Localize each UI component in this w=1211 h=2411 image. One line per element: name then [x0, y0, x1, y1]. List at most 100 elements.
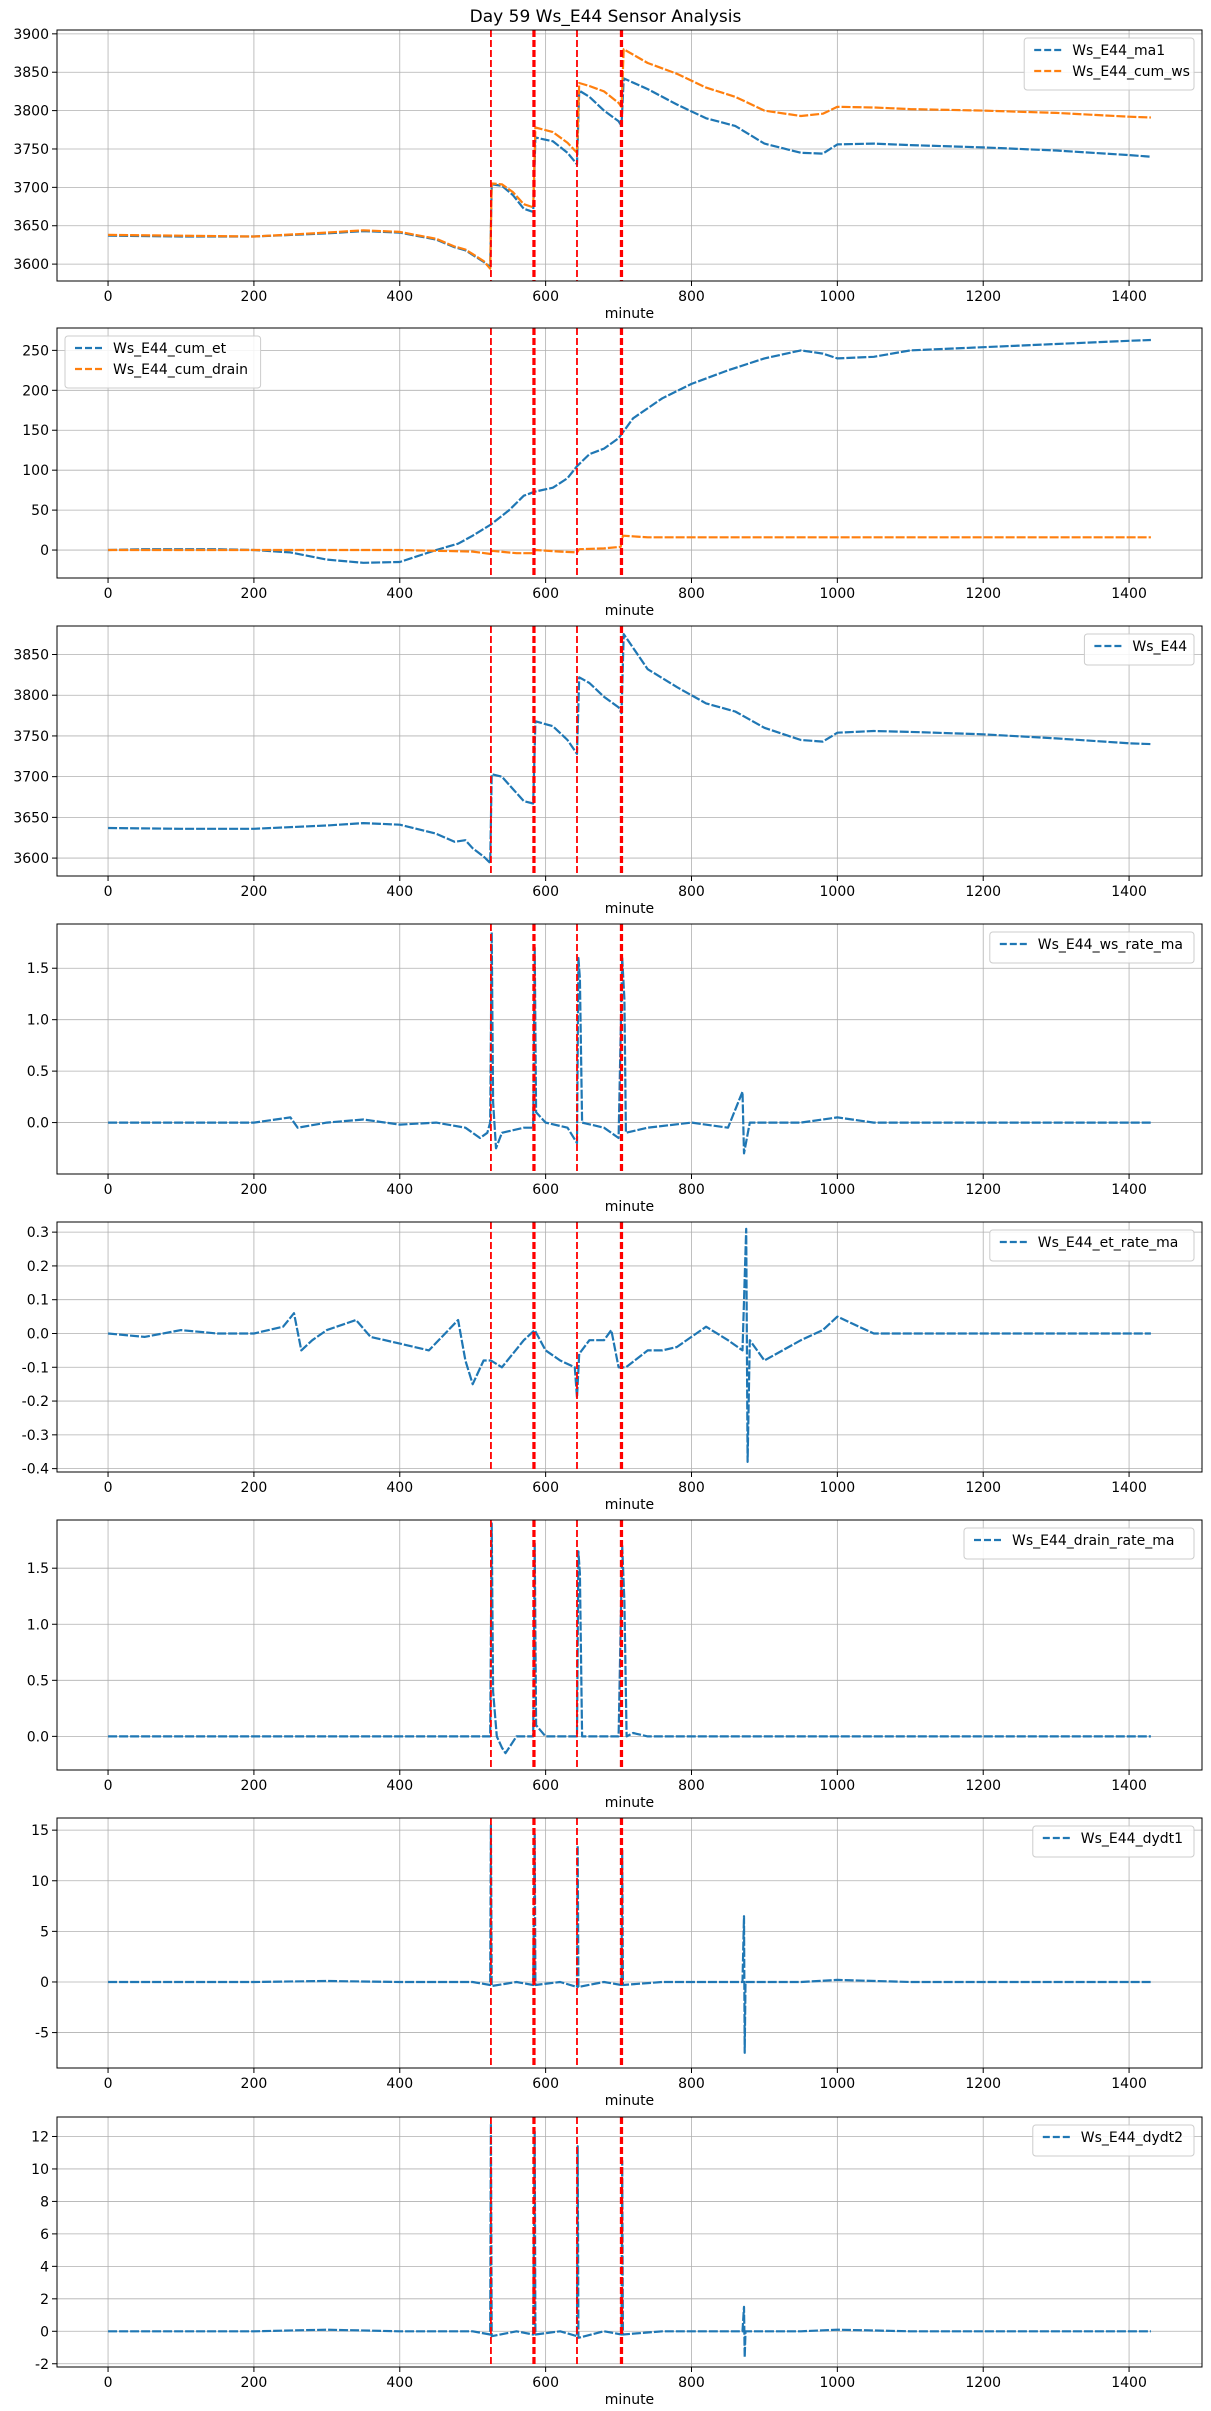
axes-frame — [56, 923, 1203, 1175]
x-tick-label: 200 — [241, 2375, 268, 2391]
legend-box — [963, 1527, 1195, 1560]
axes-frame — [56, 29, 1203, 282]
y-tick-label: 8 — [40, 2194, 49, 2210]
y-tick-label: 3900 — [13, 27, 49, 43]
legend-label: Ws_E44_ma1 — [1072, 43, 1165, 59]
y-tick-label: 1.5 — [27, 1561, 49, 1577]
legend-box — [1032, 2124, 1195, 2157]
x-tick-label: 200 — [241, 884, 268, 900]
legend-label: Ws_E44_ws_rate_ma — [1038, 937, 1183, 953]
x-tick-label: 0 — [104, 289, 113, 305]
x-tick-label: 1000 — [820, 2076, 856, 2092]
x-axis-label: minute — [605, 901, 654, 917]
x-tick-label: 1400 — [1111, 884, 1147, 900]
x-tick-label: 1400 — [1111, 289, 1147, 305]
axes-frame — [56, 327, 1203, 579]
x-axis-label: minute — [605, 306, 654, 322]
y-tick-label: 10 — [31, 1874, 49, 1890]
x-tick-label: 800 — [678, 586, 705, 602]
legend-box — [989, 1229, 1195, 1262]
x-tick-label: 600 — [532, 1480, 559, 1496]
x-tick-label: 1200 — [965, 2375, 1001, 2391]
x-tick-label: 800 — [678, 289, 705, 305]
x-tick-label: 0 — [104, 2375, 113, 2391]
y-tick-label: 0 — [40, 543, 49, 559]
x-tick-label: 1200 — [965, 586, 1001, 602]
x-tick-label: 800 — [678, 1778, 705, 1794]
x-tick-label: 200 — [241, 586, 268, 602]
x-tick-label: 1400 — [1111, 1182, 1147, 1198]
x-tick-label: 600 — [532, 884, 559, 900]
x-tick-label: 1200 — [965, 1182, 1001, 1198]
axes-frame — [56, 1221, 1203, 1473]
y-tick-label: 3700 — [13, 770, 49, 786]
y-tick-label: 0.0 — [27, 1326, 49, 1342]
legend-label: Ws_E44 — [1132, 639, 1187, 655]
axes-frame — [56, 1519, 1203, 1771]
x-axis-label: minute — [605, 2392, 654, 2408]
x-tick-label: 800 — [678, 1480, 705, 1496]
plot-area — [108, 1818, 1151, 2068]
series-line-Ws_E44_et_rate_ma — [107, 1227, 1151, 1463]
y-tick-label: 0.5 — [27, 1673, 49, 1689]
y-tick-label: 3850 — [13, 648, 49, 664]
legend-box — [1032, 1825, 1195, 1858]
x-tick-label: 0 — [104, 1182, 113, 1198]
x-tick-label: 1400 — [1111, 2076, 1147, 2092]
y-tick-label: 1.5 — [27, 961, 49, 977]
x-tick-label: 800 — [678, 1182, 705, 1198]
legend-box — [1083, 633, 1195, 666]
x-axis-label: minute — [605, 1795, 654, 1811]
x-tick-label: 1000 — [820, 289, 856, 305]
y-tick-label: -0.1 — [22, 1360, 49, 1376]
x-tick-label: 0 — [104, 2076, 113, 2092]
y-tick-label: 3800 — [13, 688, 49, 704]
plot-area — [108, 30, 1151, 281]
x-tick-label: 0 — [104, 1480, 113, 1496]
y-tick-label: 3600 — [13, 851, 49, 867]
y-tick-label: 0.1 — [27, 1293, 49, 1309]
x-tick-label: 800 — [678, 884, 705, 900]
plot-area — [108, 924, 1151, 1174]
x-tick-label: 600 — [532, 2076, 559, 2092]
y-tick-label: 3700 — [13, 180, 49, 196]
x-tick-label: 1400 — [1111, 1480, 1147, 1496]
y-tick-label: 0 — [40, 1975, 49, 1991]
legend-box — [1023, 37, 1195, 91]
figure-title: Day 59 Ws_E44 Sensor Analysis — [470, 7, 742, 27]
y-tick-label: 1.0 — [27, 1013, 49, 1029]
y-tick-label: 100 — [22, 463, 49, 479]
y-tick-label: -2 — [35, 2357, 49, 2373]
x-tick-label: 1000 — [820, 586, 856, 602]
legend: Ws_E44_dydt2 — [1032, 2124, 1195, 2157]
y-tick-label: -0.3 — [22, 1428, 49, 1444]
legend-label: Ws_E44_dydt1 — [1081, 1831, 1183, 1847]
x-tick-label: 800 — [678, 2076, 705, 2092]
subplot-8: 0 200 400 600 800 1000 1200 1400 -2 0 2 4 6 8 10 12 minu… — [31, 2116, 1203, 2408]
y-tick-label: 5 — [40, 1924, 49, 1940]
y-tick-label: 50 — [31, 503, 49, 519]
legend: Ws_E44_drain_rate_ma — [963, 1527, 1195, 1560]
legend-box — [64, 335, 262, 389]
legend-label: Ws_E44_cum_drain — [113, 362, 248, 378]
x-tick-label: 0 — [104, 1778, 113, 1794]
legend: Ws_E44_cum_et Ws_E44_cum_drain — [64, 335, 262, 389]
legend: Ws_E44_dydt1 — [1032, 1825, 1195, 1858]
series-line-Ws_E44_dydt2 — [108, 2122, 1151, 2359]
legend: Ws_E44 — [1083, 633, 1195, 666]
y-tick-label: 200 — [22, 383, 49, 399]
x-tick-label: 1400 — [1111, 2375, 1147, 2391]
series-line-Ws_E44_ws_rate_ma — [108, 931, 1151, 1155]
legend: Ws_E44_et_rate_ma — [989, 1229, 1195, 1262]
subplot-7: 0 200 400 600 800 1000 1200 1400 -5 0 5 10 15 minute W… — [31, 1817, 1203, 2109]
y-tick-label: -0.4 — [22, 1462, 49, 1478]
y-tick-label: 3650 — [13, 810, 49, 826]
x-tick-label: 1400 — [1111, 1778, 1147, 1794]
subplot-1: 0 200 400 600 800 1000 1200 1400 3600 3650 3700 375… — [13, 27, 1203, 322]
x-tick-label: 1200 — [965, 2076, 1001, 2092]
legend-box — [989, 931, 1195, 964]
x-tick-label: 600 — [532, 586, 559, 602]
legend-label: Ws_E44_dydt2 — [1081, 2130, 1183, 2146]
x-tick-label: 600 — [532, 289, 559, 305]
